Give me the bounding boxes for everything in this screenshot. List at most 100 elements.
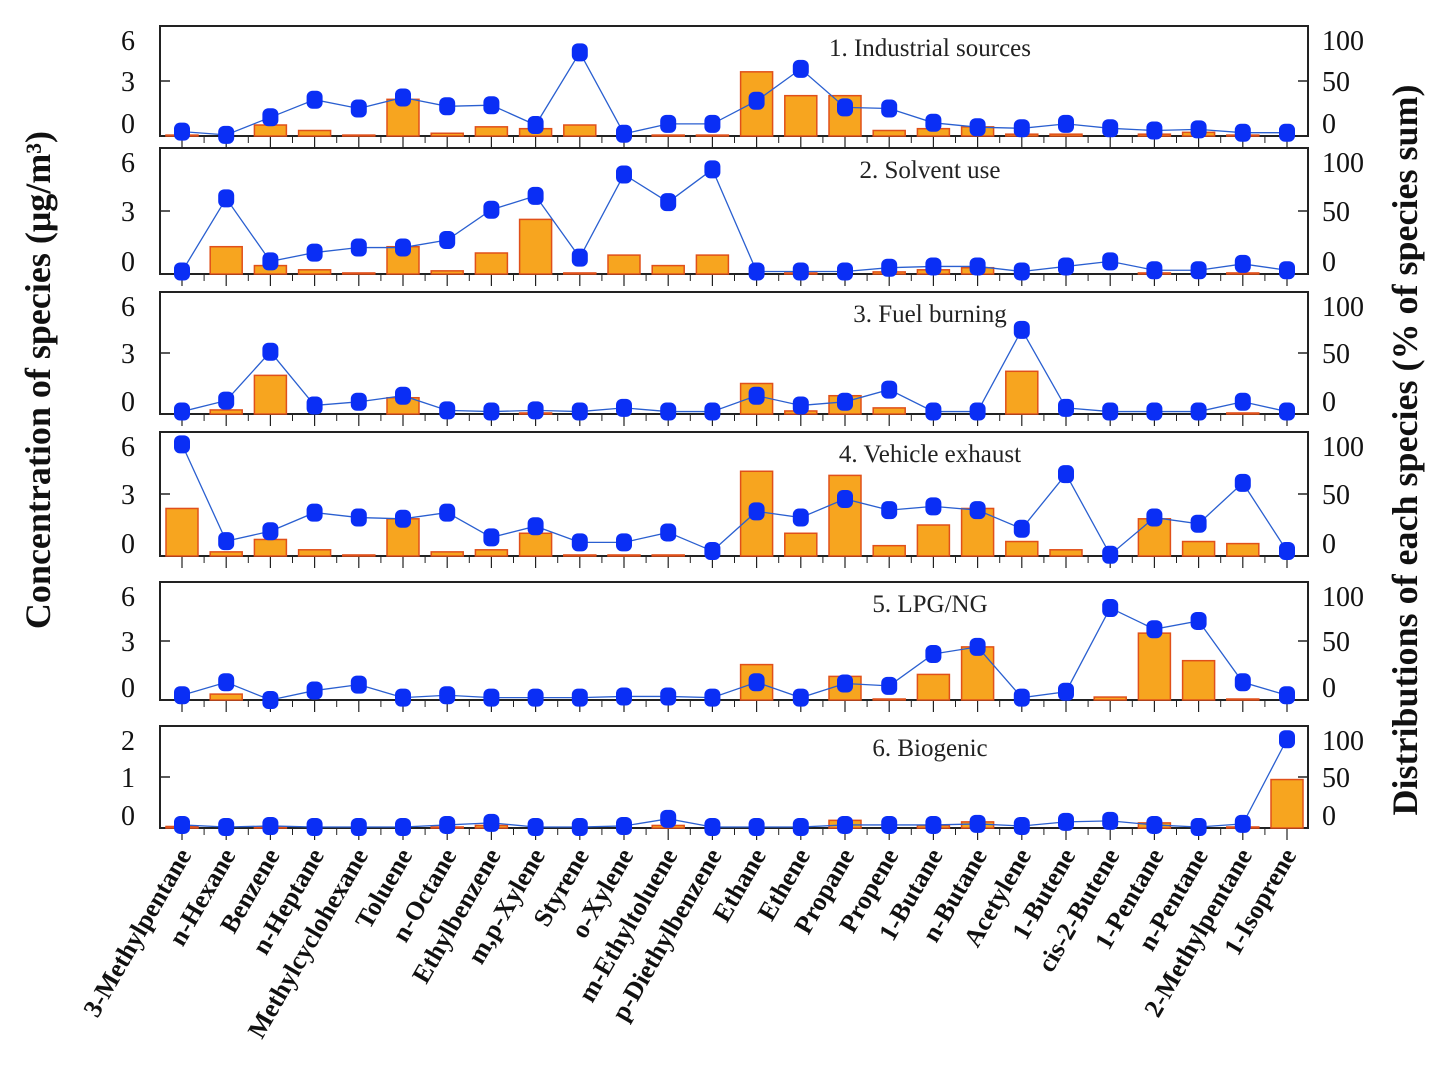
percent-marker bbox=[792, 396, 809, 415]
percent-marker bbox=[704, 114, 721, 133]
percent-marker bbox=[881, 380, 898, 399]
percent-marker bbox=[1190, 402, 1207, 421]
percent-marker bbox=[1058, 812, 1074, 831]
left-tick-label: 2 bbox=[121, 726, 135, 757]
concentration-bar bbox=[342, 134, 376, 137]
percent-marker bbox=[174, 435, 190, 454]
percent-marker bbox=[306, 681, 323, 700]
concentration-bar bbox=[430, 132, 464, 137]
percent-marker bbox=[174, 122, 190, 141]
percent-line bbox=[181, 51, 1287, 136]
panel-title: 5. LPG/NG bbox=[872, 591, 987, 618]
panel-title: 2. Solvent use bbox=[860, 157, 1001, 184]
percent-marker bbox=[792, 817, 809, 836]
percent-marker bbox=[792, 688, 809, 707]
left-tick-label: 6 bbox=[121, 26, 135, 57]
percent-marker bbox=[1279, 123, 1295, 142]
concentration-bar bbox=[607, 554, 641, 557]
concentration-bar bbox=[1270, 778, 1304, 829]
percent-marker bbox=[1013, 519, 1030, 538]
right-tick-label: 0 bbox=[1322, 247, 1336, 278]
concentration-bar bbox=[1226, 412, 1260, 415]
percent-marker bbox=[792, 508, 809, 527]
percent-marker bbox=[306, 90, 323, 109]
panel-frame bbox=[159, 147, 1309, 275]
percent-marker bbox=[1058, 465, 1074, 484]
percent-marker bbox=[439, 401, 456, 420]
percent-marker bbox=[306, 503, 323, 522]
percent-marker bbox=[1146, 402, 1163, 421]
percent-marker bbox=[350, 392, 367, 411]
concentration-bar bbox=[209, 693, 243, 701]
percent-marker bbox=[925, 815, 942, 834]
percent-line bbox=[181, 444, 1288, 556]
left-tick-label: 0 bbox=[121, 247, 135, 278]
percent-marker bbox=[1279, 686, 1295, 705]
left-tick-label: 3 bbox=[121, 480, 135, 511]
concentration-bar bbox=[651, 264, 685, 275]
percent-marker bbox=[1013, 688, 1030, 707]
right-tick-label: 0 bbox=[1322, 387, 1336, 418]
left-tick-label: 0 bbox=[121, 529, 135, 560]
left-tick-label: 0 bbox=[121, 801, 135, 832]
percent-marker bbox=[881, 676, 898, 695]
left-tick-label: 6 bbox=[121, 432, 135, 463]
percent-marker bbox=[262, 816, 279, 835]
left-tick-label: 6 bbox=[121, 148, 135, 179]
right-tick-label: 0 bbox=[1322, 673, 1336, 704]
percent-marker bbox=[1058, 257, 1074, 276]
percent-marker bbox=[881, 815, 898, 834]
concentration-bar bbox=[1049, 133, 1083, 137]
percent-line bbox=[181, 168, 1288, 273]
percent-marker bbox=[395, 238, 411, 257]
concentration-bar bbox=[695, 134, 730, 137]
concentration-bar bbox=[474, 252, 509, 275]
percent-marker bbox=[439, 97, 456, 116]
percent-marker bbox=[1234, 473, 1251, 492]
left-tick-label: 6 bbox=[121, 292, 135, 323]
percent-marker bbox=[1234, 254, 1251, 273]
panel-frame bbox=[159, 581, 1309, 701]
percent-marker bbox=[483, 96, 500, 115]
percent-marker bbox=[925, 257, 942, 276]
concentration-bar bbox=[872, 544, 906, 557]
concentration-bar bbox=[784, 94, 818, 137]
percent-marker bbox=[1190, 514, 1207, 533]
panel-frame bbox=[159, 725, 1309, 829]
percent-marker bbox=[350, 238, 367, 257]
percent-marker bbox=[306, 243, 323, 262]
concentration-bar bbox=[342, 554, 376, 557]
percent-marker bbox=[174, 402, 190, 421]
percent-marker bbox=[306, 396, 323, 415]
percent-marker bbox=[660, 114, 677, 133]
concentration-bar bbox=[297, 129, 332, 137]
percent-marker bbox=[174, 262, 190, 281]
percent-marker bbox=[837, 98, 853, 117]
concentration-bar bbox=[209, 409, 243, 415]
concentration-bar bbox=[165, 507, 199, 557]
concentration-bar bbox=[253, 374, 288, 415]
concentration-bar bbox=[474, 126, 509, 137]
percent-marker bbox=[262, 108, 279, 127]
percent-marker bbox=[1013, 119, 1030, 138]
percent-marker bbox=[1279, 402, 1295, 421]
percent-marker bbox=[1102, 402, 1119, 421]
concentration-bar bbox=[872, 129, 906, 137]
percent-marker bbox=[1234, 392, 1251, 411]
percent-marker bbox=[748, 817, 765, 836]
percent-marker bbox=[1102, 119, 1119, 138]
panel-4: 0 3 6 0 50 100 4. Vehicle exhaust bbox=[121, 431, 1364, 568]
percent-marker bbox=[748, 502, 765, 521]
percent-marker bbox=[660, 809, 677, 828]
percent-marker bbox=[925, 644, 942, 663]
percent-marker bbox=[571, 248, 588, 267]
right-tick-label: 50 bbox=[1322, 627, 1350, 658]
percent-line bbox=[181, 738, 1288, 828]
concentration-bar bbox=[916, 673, 951, 701]
percent-marker bbox=[1279, 730, 1295, 749]
percent-marker bbox=[837, 674, 853, 693]
panel-frame bbox=[159, 25, 1309, 137]
left-tick-label: 0 bbox=[121, 109, 135, 140]
percent-marker bbox=[439, 815, 456, 834]
percent-marker bbox=[527, 688, 544, 707]
